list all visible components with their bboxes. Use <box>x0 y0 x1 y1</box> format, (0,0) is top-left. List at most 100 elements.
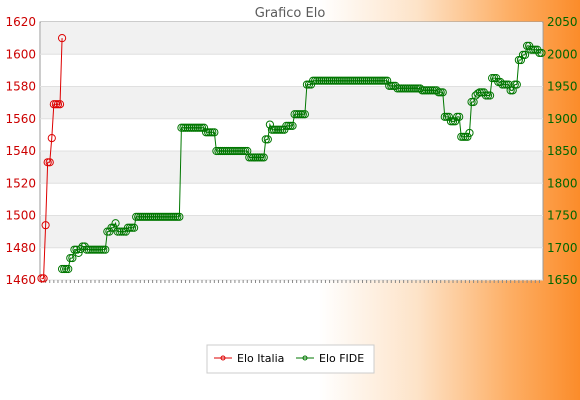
data-point-elo-fide <box>171 212 180 221</box>
data-point-elo-fide <box>368 76 377 85</box>
data-point-elo-fide <box>241 146 250 156</box>
data-point-elo-fide <box>333 76 342 85</box>
data-point-elo-fide <box>409 84 419 93</box>
data-point-elo-fide <box>428 86 437 95</box>
data-point-elo-italia <box>39 274 48 283</box>
data-point-elo-fide <box>113 227 122 236</box>
data-point-elo-fide <box>210 128 219 137</box>
data-point-elo-fide <box>288 121 297 130</box>
data-point-elo-fide <box>360 76 369 85</box>
data-point-elo-fide <box>286 121 295 130</box>
data-point-elo-fide <box>136 212 145 221</box>
data-point-elo-fide <box>455 112 464 121</box>
chart-title: Grafico Elo <box>255 6 326 21</box>
data-point-elo-fide <box>129 223 139 232</box>
data-point-elo-fide <box>175 212 184 221</box>
data-point-elo-fide <box>374 76 384 85</box>
data-point-elo-fide <box>290 110 299 119</box>
data-point-elo-fide <box>450 117 460 126</box>
data-point-elo-fide <box>148 212 157 221</box>
data-point-elo-fide <box>95 245 104 254</box>
data-point-elo-fide <box>189 123 198 132</box>
data-point-elo-fide <box>475 88 484 97</box>
data-point-elo-fide <box>422 86 431 95</box>
data-point-elo-fide <box>150 212 159 221</box>
data-point-elo-fide <box>259 153 268 162</box>
data-point-elo-fide <box>226 146 235 156</box>
left-tick-label: 1540 <box>5 144 36 158</box>
data-point-elo-fide <box>341 76 351 85</box>
right-y-axis: 1650 1700 1750 1800 1850 1900 1950 2000 2050 <box>547 15 578 287</box>
data-point-elo-fide <box>446 117 456 126</box>
data-point-elo-fide <box>232 146 242 156</box>
data-point-elo-italia <box>43 158 52 167</box>
data-point-elo-fide <box>481 91 491 100</box>
left-tick-label: 1460 <box>5 273 36 287</box>
data-point-elo-fide <box>236 146 246 156</box>
data-point-elo-fide <box>76 244 85 254</box>
data-point-elo-fide <box>498 80 507 89</box>
right-tick-label: 1700 <box>547 241 578 255</box>
data-point-elo-fide <box>420 86 429 95</box>
data-point-elo-fide <box>253 153 262 162</box>
data-point-elo-fide <box>199 123 209 132</box>
data-point-elo-fide <box>300 110 309 119</box>
data-point-elo-fide <box>156 212 165 221</box>
data-point-elo-fide <box>68 253 77 263</box>
data-point-elo-fide <box>169 212 178 221</box>
right-tick-label: 1800 <box>547 176 578 190</box>
data-point-elo-italia <box>37 274 46 283</box>
data-point-elo-fide <box>125 223 135 232</box>
data-point-elo-fide <box>313 76 322 85</box>
data-point-elo-fide <box>164 212 174 221</box>
data-point-elo-fide <box>202 128 211 137</box>
data-point-elo-fide <box>315 76 324 85</box>
data-point-elo-fide <box>397 84 406 93</box>
data-point-elo-fide <box>282 121 291 130</box>
data-point-elo-fide <box>317 76 326 85</box>
legend-dot-elo-italia <box>220 355 226 361</box>
data-point-elo-fide <box>485 91 495 100</box>
data-point-elo-fide <box>187 123 196 132</box>
data-point-elo-fide <box>152 212 161 221</box>
data-point-elo-fide <box>432 86 441 95</box>
data-point-elo-fide <box>216 146 225 156</box>
data-point-elo-fide <box>483 91 493 100</box>
data-point-elo-fide <box>514 55 523 65</box>
data-point-elo-fide <box>444 112 454 121</box>
data-point-elo-fide <box>132 212 141 221</box>
data-point-elo-fide <box>195 123 205 132</box>
data-point-elo-fide <box>197 123 207 132</box>
data-point-elo-fide <box>162 212 172 221</box>
data-point-elo-fide <box>220 146 229 156</box>
data-point-elo-fide <box>430 86 439 95</box>
data-point-elo-fide <box>154 212 163 221</box>
data-point-elo-fide <box>411 84 421 93</box>
data-point-elo-fide <box>358 76 367 85</box>
data-point-elo-fide <box>292 110 301 119</box>
data-point-elo-fide <box>520 50 530 59</box>
left-tick-label: 1480 <box>5 241 36 255</box>
data-point-elo-fide <box>537 48 546 58</box>
data-point-elo-fide <box>97 245 106 254</box>
grid-band <box>41 151 542 184</box>
data-point-elo-fide <box>144 212 153 221</box>
data-point-elo-fide <box>294 110 303 119</box>
data-point-elo-fide <box>177 123 186 132</box>
data-point-elo-italia <box>45 158 54 167</box>
legend-label-elo-italia: Elo Italia <box>237 352 284 365</box>
data-point-elo-fide <box>206 128 215 137</box>
data-point-elo-fide <box>405 84 414 93</box>
data-point-elo-fide <box>263 135 272 144</box>
data-point-elo-fide <box>247 153 256 162</box>
data-point-elo-fide <box>413 84 423 93</box>
series-line-elo-italia <box>41 38 63 279</box>
data-point-elo-fide <box>127 223 137 232</box>
data-point-elo-fide <box>463 132 472 141</box>
data-point-elo-fide <box>101 245 110 254</box>
data-point-elo-fide <box>86 245 95 254</box>
data-point-elo-fide <box>66 253 75 263</box>
data-point-elo-fide <box>393 84 402 93</box>
data-point-elo-fide <box>117 227 126 236</box>
data-point-elo-fide <box>442 112 451 121</box>
